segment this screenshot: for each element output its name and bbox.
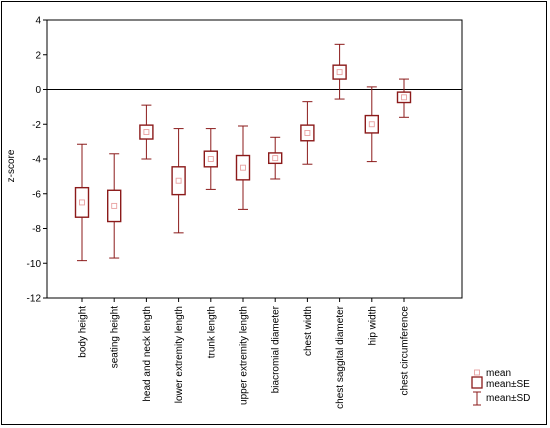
se-box [235, 154, 251, 181]
x-tick-label: head and neck length [142, 306, 153, 402]
se-box [364, 114, 379, 134]
x-tick-label: upper extremity length [239, 306, 250, 405]
y-tick-label: 2 [35, 50, 41, 61]
se-box [268, 152, 283, 165]
se-box [74, 186, 90, 218]
x-tick-label: chest width [303, 306, 314, 356]
y-tick-label: -10 [27, 259, 42, 270]
mean-marker [79, 199, 85, 206]
mean-marker [272, 155, 279, 162]
se-box [396, 91, 412, 104]
y-tick-label: 0 [35, 85, 41, 96]
legend-label-se: mean±SE [486, 379, 530, 390]
y-tick-label: -12 [27, 294, 42, 305]
mean-marker [304, 129, 311, 136]
plot-area: 4 2 0 -2 -4 -6 -8 -10 -12 body height seating heig… [27, 16, 463, 409]
legend-se-box [471, 376, 483, 389]
legend-label-sd: mean±SD [486, 393, 530, 404]
y-axis-title: z-score [6, 149, 17, 182]
se-box [139, 124, 154, 140]
y-tick-label: 4 [35, 16, 41, 27]
x-tick-label: chest saggital diameter [335, 305, 346, 409]
se-box [171, 166, 186, 196]
x-tick-label: trunk length [206, 306, 217, 358]
legend-label-mean: mean [486, 368, 511, 379]
mean-marker [240, 164, 246, 171]
mean-marker [336, 69, 343, 76]
mean-marker [143, 129, 150, 136]
mean-marker [368, 121, 375, 128]
mean-marker [207, 156, 214, 162]
se-box [332, 64, 347, 80]
se-box [203, 150, 219, 168]
x-tick-label: chest circumference [400, 306, 411, 396]
y-tick-label: -8 [32, 224, 41, 235]
se-box [300, 124, 315, 142]
y-tick-label: -6 [32, 189, 41, 200]
x-tick-label: biacromial diameter [271, 305, 282, 393]
x-tick-label: lower extremity length [174, 306, 185, 403]
plot-border [46, 19, 463, 299]
legend-mean-marker [474, 369, 480, 376]
y-tick-label: -4 [32, 155, 41, 166]
x-tick-label: hip width [367, 306, 378, 345]
se-box [106, 189, 122, 223]
x-tick-label: body height [78, 306, 89, 358]
mean-marker [175, 177, 182, 184]
mean-marker [111, 202, 118, 209]
x-tick-label: seating height [110, 306, 121, 368]
mean-marker [401, 94, 407, 101]
y-tick-label: -2 [32, 120, 41, 131]
